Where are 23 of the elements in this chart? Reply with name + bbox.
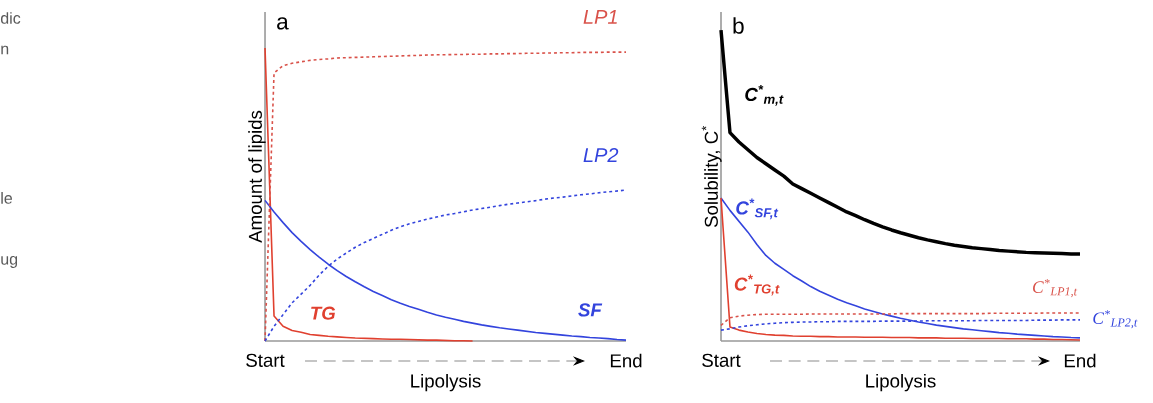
series-label: TG [311,306,336,320]
x-tick-label: Start [246,353,285,367]
x-tick-label: End [1064,353,1096,368]
series-label: LP2 [583,147,619,162]
text: ug [1,256,18,268]
x-tick-label: Start [702,353,741,367]
series-label: LP1 [583,10,617,24]
series-label: C$^{*}$SF,t [736,198,779,220]
series-label: C$^{*}$LP2,t [1093,310,1138,329]
text: le [1,192,13,204]
x-axis-title: Lipolysis [411,373,481,392]
series-label: SF [578,303,603,317]
x-axis-title: Lipolysis [866,373,936,392]
x-tick-label: End [610,353,642,368]
chart-title: a [277,17,289,30]
text: dic [0,12,21,24]
y-axis-title: Solubility, C$^{*}$ [701,125,722,228]
text: n [1,45,9,55]
series-label: C$^{*}$m,t [745,84,784,106]
chart-title: b [733,17,744,34]
series-label: C$^{*}$TG,t [734,274,780,296]
y-axis-title: Amount of lipids [248,110,266,243]
series-label: C$^{*}$LP1,t [1033,279,1078,298]
